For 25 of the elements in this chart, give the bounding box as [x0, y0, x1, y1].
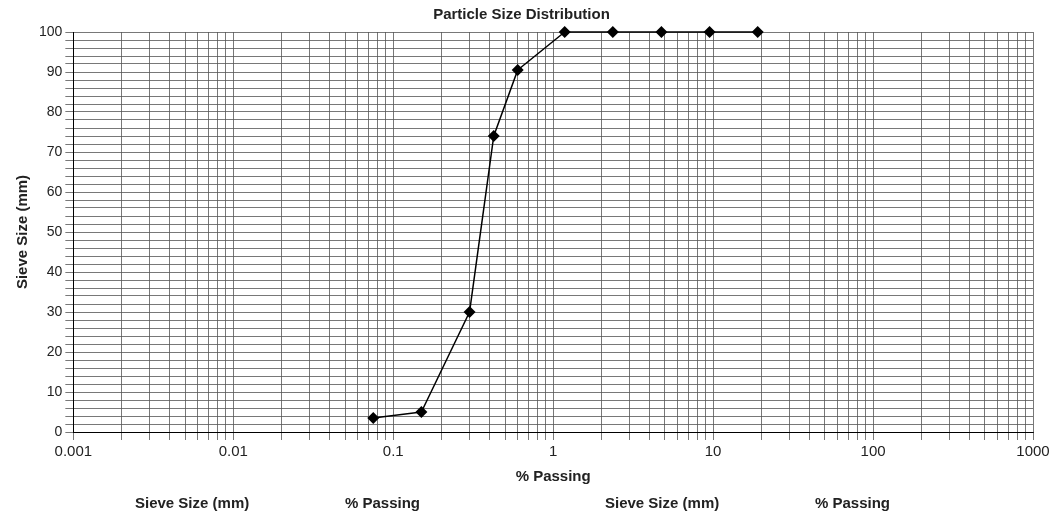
x-tick-label: 1 [549, 442, 558, 460]
y-tick-label: 0 [54, 422, 63, 439]
y-tick-label: 50 [46, 222, 63, 239]
text: Sieve Size (mm) [135, 494, 250, 511]
y-tick-label: 100 [39, 22, 63, 39]
x-tick-label: 10 [704, 442, 722, 460]
x-tick-label: 1000 [1016, 442, 1050, 460]
y-tick-label: 40 [46, 262, 63, 279]
text: % Passing [815, 494, 891, 511]
x-tick-label: 100 [860, 442, 886, 460]
text: Sieve Size (mm) [605, 494, 720, 511]
y-tick-label: 70 [46, 142, 63, 159]
x-tick-label: 0.1 [382, 442, 404, 460]
y-axis-title: Sieve Size (mm) [13, 174, 31, 290]
y-tick-label: 90 [46, 62, 63, 79]
x-tick-label: 0.01 [218, 442, 248, 460]
y-tick-label: 30 [46, 302, 63, 319]
y-tick-label: 60 [46, 182, 63, 199]
x-tick-label: 0.001 [54, 442, 93, 460]
chart-title: Particle Size Distribution [433, 5, 610, 23]
y-tick-label: 80 [46, 102, 63, 119]
y-tick-label: 20 [46, 342, 63, 359]
y-tick-label: 10 [46, 382, 63, 399]
x-axis-title: % Passing [515, 467, 591, 485]
text: % Passing [345, 494, 421, 511]
